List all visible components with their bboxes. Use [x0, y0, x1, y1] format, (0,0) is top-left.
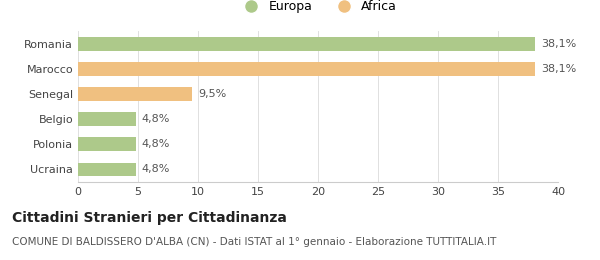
Bar: [78, 112, 136, 126]
Bar: [78, 62, 535, 76]
Text: COMUNE DI BALDISSERO D'ALBA (CN) - Dati ISTAT al 1° gennaio - Elaborazione TUTTI: COMUNE DI BALDISSERO D'ALBA (CN) - Dati …: [12, 237, 496, 246]
Text: 9,5%: 9,5%: [198, 89, 226, 99]
Legend: Europa, Africa: Europa, Africa: [234, 0, 402, 18]
Bar: [78, 162, 136, 176]
Text: 4,8%: 4,8%: [142, 114, 170, 124]
Text: 4,8%: 4,8%: [142, 164, 170, 174]
Bar: [78, 137, 136, 151]
Bar: [78, 37, 535, 51]
Text: 38,1%: 38,1%: [541, 39, 577, 49]
Text: 4,8%: 4,8%: [142, 139, 170, 149]
Text: 38,1%: 38,1%: [541, 64, 577, 74]
Bar: [78, 87, 192, 101]
Text: Cittadini Stranieri per Cittadinanza: Cittadini Stranieri per Cittadinanza: [12, 211, 287, 225]
